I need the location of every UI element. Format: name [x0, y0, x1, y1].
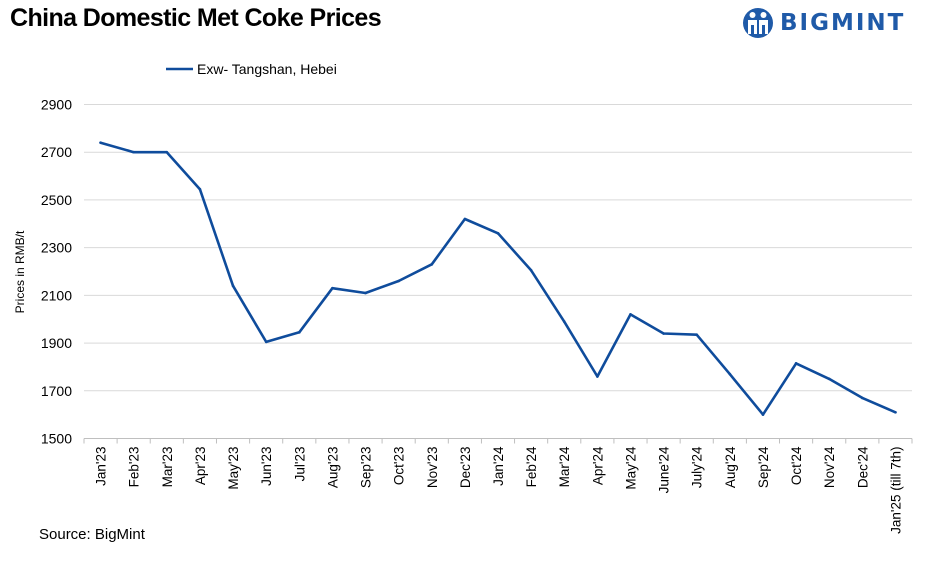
brand-logo: BIGMINT	[742, 6, 905, 40]
x-tick-label: Jan'24	[491, 446, 506, 486]
x-axis-ticks: Jan'23 Feb'23 Mar'23 Apr'23 May'23 Jun'23 Jul'…	[83, 438, 913, 534]
x-tick-label: Dec'24	[855, 446, 870, 488]
y-tick-label: 2100	[41, 287, 72, 303]
data-point	[662, 332, 665, 335]
data-point	[894, 410, 897, 414]
y-tick-label: 1500	[41, 431, 72, 447]
data-point	[496, 232, 500, 235]
x-tick-label: Jan'23	[94, 447, 109, 486]
brand-logo-icon	[743, 8, 773, 38]
series-line	[99, 141, 897, 416]
data-point	[695, 333, 699, 337]
data-point	[231, 284, 235, 288]
data-point	[596, 375, 599, 378]
x-tick-label: Mar'24	[557, 446, 572, 487]
x-tick-label: Jun'23	[259, 447, 274, 486]
brand-logo-text: BIGMINT	[780, 10, 906, 36]
data-point	[463, 217, 467, 221]
legend-label: Exw- Tangshan, Hebei	[197, 61, 337, 77]
data-point	[331, 286, 334, 290]
x-tick-label: Nov'24	[822, 446, 837, 488]
x-tick-label: Oct'24	[789, 446, 804, 485]
data-point	[728, 372, 732, 376]
data-point	[132, 150, 135, 154]
data-point	[529, 269, 533, 272]
x-tick-label: Dec'23	[458, 447, 473, 489]
chart-title: China Domestic Met Coke Prices	[10, 4, 382, 32]
legend: Exw- Tangshan, Hebei	[166, 61, 337, 77]
source-note: Source: BigMint	[39, 526, 145, 543]
y-tick-label: 2900	[41, 97, 72, 113]
y-axis-ticks: 1500 1700 1900 2100 2300 2500 2700 2900	[41, 97, 72, 447]
data-point	[761, 413, 765, 416]
data-point	[397, 279, 400, 283]
x-tick-label: June'24	[657, 446, 672, 493]
data-point	[794, 362, 798, 365]
data-point	[297, 331, 301, 334]
series-group	[99, 141, 897, 416]
x-tick-label: July'24	[690, 446, 705, 488]
y-tick-label: 2700	[41, 144, 72, 160]
x-tick-label: Apr'24	[590, 446, 605, 485]
data-point	[165, 150, 169, 154]
data-point	[430, 263, 434, 266]
y-axis-label: Prices in RMB/t	[13, 230, 27, 313]
y-tick-label: 1900	[41, 335, 72, 351]
grid-lines	[84, 104, 912, 392]
x-tick-label: Mar'23	[160, 447, 175, 488]
data-point	[629, 313, 632, 316]
x-tick-label: Nov'23	[425, 447, 440, 489]
data-point	[562, 320, 566, 323]
data-point	[99, 141, 102, 144]
x-tick-label: May'24	[623, 446, 638, 490]
x-tick-label: Aug'24	[723, 446, 738, 488]
x-tick-label: Sep'24	[756, 446, 771, 488]
x-tick-label: Aug'23	[325, 447, 340, 489]
x-tick-label: Jul'23	[292, 447, 307, 482]
data-point	[364, 291, 367, 295]
data-point	[264, 340, 268, 344]
x-tick-label: Sep'23	[359, 447, 374, 489]
x-tick-label: May'23	[226, 447, 241, 490]
x-tick-label: Apr'23	[193, 447, 208, 486]
x-tick-label: Oct'23	[392, 447, 407, 486]
x-tick-label: Jan'25 (till 7th)	[888, 447, 903, 534]
y-tick-label: 2500	[41, 192, 72, 208]
x-tick-label: Feb'24	[524, 446, 539, 487]
y-tick-label: 2300	[41, 240, 72, 256]
data-point	[861, 396, 864, 400]
data-point	[827, 377, 831, 381]
x-tick-label: Feb'23	[127, 447, 142, 488]
y-tick-label: 1700	[41, 383, 72, 399]
data-point	[198, 187, 202, 191]
